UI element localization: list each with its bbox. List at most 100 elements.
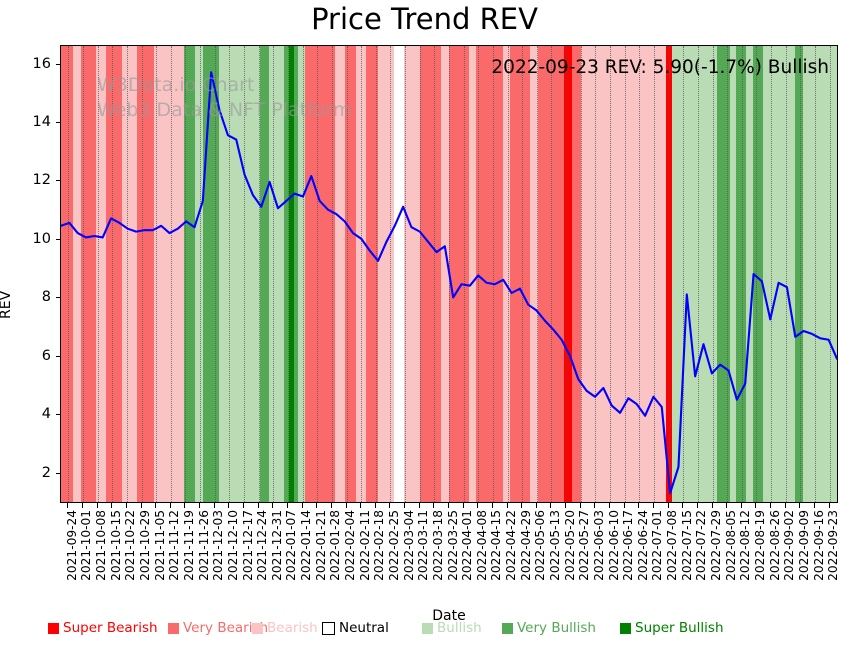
legend-swatch-icon [252, 622, 263, 634]
y-tick-mark [56, 122, 60, 123]
sentiment-band [154, 46, 184, 502]
x-tick-label: 2022-06-10 [606, 510, 621, 581]
x-tick-label: 2022-06-24 [635, 510, 650, 581]
gridline [653, 46, 655, 502]
x-tick-mark [696, 503, 698, 508]
x-tick-mark [111, 503, 113, 508]
x-tick-label: 2021-11-26 [196, 510, 211, 581]
legend-item-bearish[interactable]: Bearish [252, 620, 318, 636]
x-tick-mark [506, 503, 508, 508]
gridline [112, 46, 114, 502]
x-tick-label: 2022-01-07 [284, 510, 299, 581]
x-tick-mark [594, 503, 596, 508]
legend-swatch-icon [48, 622, 59, 634]
x-tick-label: 2022-04-08 [474, 510, 489, 581]
gridline [185, 46, 187, 502]
legend-item-very-bullish[interactable]: Very Bullish [502, 620, 596, 636]
gridline [463, 46, 465, 502]
sentiment-band [580, 46, 667, 502]
x-tick-label: 2021-12-31 [269, 510, 284, 581]
x-tick-mark [67, 503, 69, 508]
legend-item-neutral[interactable]: Neutral [322, 620, 389, 636]
x-tick-label: 2022-07-01 [650, 510, 665, 581]
gridline [610, 46, 612, 502]
x-tick-mark [213, 503, 215, 508]
sentiment-band [393, 46, 404, 502]
x-tick-mark [404, 503, 406, 508]
x-tick-mark [169, 503, 171, 508]
gridline [156, 46, 158, 502]
legend-item-very-bearish[interactable]: Very Bearish [168, 620, 268, 636]
x-tick-label: 2021-10-29 [138, 510, 153, 581]
legend-item-super-bearish[interactable]: Super Bearish [48, 620, 158, 636]
x-tick-label: 2022-02-11 [357, 510, 372, 581]
legend-item-super-bullish[interactable]: Super Bullish [620, 620, 724, 636]
gridline [97, 46, 99, 502]
sentiment-band [469, 46, 477, 502]
y-tick-mark [56, 414, 60, 416]
x-tick-mark [184, 503, 186, 508]
legend-label: Very Bullish [517, 620, 596, 636]
x-tick-label: 2022-07-08 [665, 510, 680, 581]
legend-item-bullish[interactable]: Bullish [422, 620, 482, 636]
x-tick-mark [286, 503, 288, 508]
gridline [82, 46, 84, 502]
gridline [287, 46, 289, 502]
x-tick-mark [462, 503, 464, 508]
sentiment-band [510, 46, 531, 502]
sentiment-band [563, 46, 572, 502]
gridline [141, 46, 143, 502]
x-tick-mark [360, 503, 362, 508]
sentiment-band [80, 46, 97, 502]
x-tick-label: 2022-04-01 [460, 510, 475, 581]
sentiment-band [195, 46, 203, 502]
x-tick-label: 2021-10-22 [123, 510, 138, 581]
x-tick-mark [550, 503, 552, 508]
x-tick-mark [799, 503, 801, 508]
gridline [800, 46, 802, 502]
gridline [829, 46, 831, 502]
x-tick-label: 2022-08-12 [738, 510, 753, 581]
sentiment-band [365, 46, 378, 502]
gridline [683, 46, 685, 502]
x-tick-mark [345, 503, 347, 508]
gridline [302, 46, 304, 502]
gridline [785, 46, 787, 502]
legend: Super Bearish Very Bearish Bearish Neutral B… [0, 620, 849, 642]
gridline [712, 46, 714, 502]
plot-area[interactable]: W3Data.io Chart Web3 Data & NFT Platform… [60, 45, 838, 503]
gridline [273, 46, 275, 502]
gridline [229, 46, 231, 502]
x-tick-label: 2022-09-09 [796, 510, 811, 581]
sentiment-band [298, 46, 305, 502]
x-tick-mark [199, 503, 201, 508]
sentiment-band [183, 46, 196, 502]
x-tick-mark [96, 503, 98, 508]
x-tick-label: 2022-04-15 [489, 510, 504, 581]
x-tick-mark [228, 503, 230, 508]
sentiment-band [106, 46, 123, 502]
x-tick-mark [579, 503, 581, 508]
x-axis-label: Date [432, 608, 466, 624]
sentiment-band [716, 46, 730, 502]
y-tick-mark [56, 297, 60, 299]
x-tick-mark [740, 503, 742, 508]
y-axis: REV 2 4 6 8 10 12 14 16 [0, 45, 60, 503]
x-tick-label: 2022-04-22 [504, 510, 519, 581]
sentiment-band [137, 46, 155, 502]
y-tick-label: 8 [41, 289, 51, 306]
sentiment-band [503, 46, 511, 502]
sentiment-band [441, 46, 449, 502]
gridline [331, 46, 333, 502]
gridline [346, 46, 348, 502]
gridline [595, 46, 597, 502]
x-tick-mark [565, 503, 567, 508]
x-tick-mark [814, 503, 816, 508]
x-tick-label: 2021-11-19 [181, 510, 196, 581]
gridline [419, 46, 421, 502]
x-tick-label: 2021-09-24 [64, 510, 79, 581]
legend-label: Bullish [437, 620, 482, 636]
x-tick-mark [257, 503, 259, 508]
y-tick-label: 10 [32, 230, 51, 247]
sentiment-band [736, 46, 747, 502]
